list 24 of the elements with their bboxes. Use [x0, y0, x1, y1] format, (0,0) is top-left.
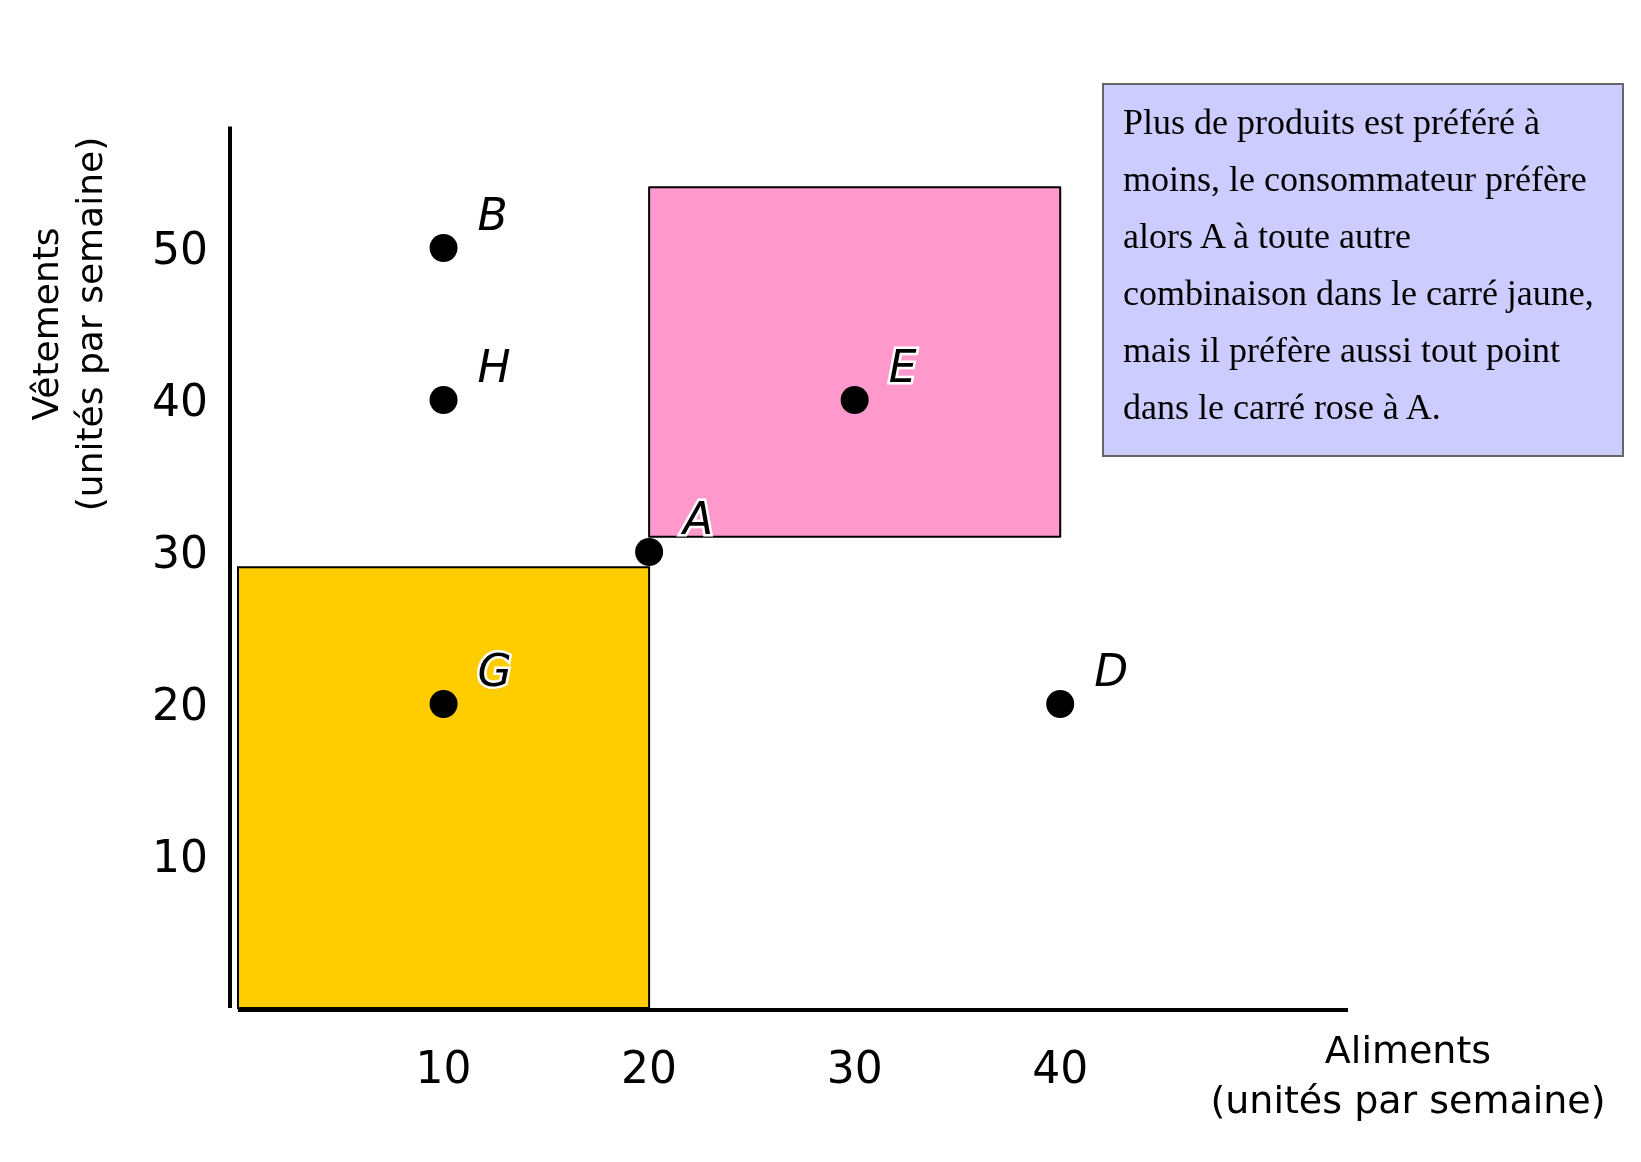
x-tick-label: 40 — [1032, 1042, 1089, 1093]
point — [429, 234, 458, 262]
annotation: D — [1094, 644, 1129, 696]
y-tick-label: 20 — [152, 678, 208, 730]
y-axis-title: Vêtements (unités par semaine) — [25, 136, 110, 512]
x-tick-label: 20 — [621, 1042, 678, 1093]
annotation: G — [477, 644, 512, 696]
annotation: E — [888, 340, 917, 392]
y-tick-label: 10 — [152, 830, 208, 882]
point — [840, 386, 869, 414]
point — [635, 538, 664, 566]
annotation: H — [477, 340, 511, 392]
annotation: A — [680, 492, 714, 544]
y-tick-label: 50 — [152, 222, 208, 274]
annotation: B — [477, 188, 508, 240]
point — [429, 690, 458, 718]
annotation: Plus de produits est préféré à moins, le consommateur préfère alors A à toute autre combinaison dans le carré jaune, mais il préfère aussi tout point dans le carré rose à A. — [1123, 102, 1594, 427]
y-tick-label: 40 — [152, 374, 208, 426]
y-tick-label: 30 — [152, 526, 208, 578]
x-axis-title: Aliments (unités par semaine) — [1210, 1028, 1606, 1122]
x-tick-label: 10 — [415, 1042, 472, 1093]
point — [429, 386, 458, 414]
point — [1046, 690, 1075, 718]
x-tick-label: 30 — [826, 1042, 883, 1093]
